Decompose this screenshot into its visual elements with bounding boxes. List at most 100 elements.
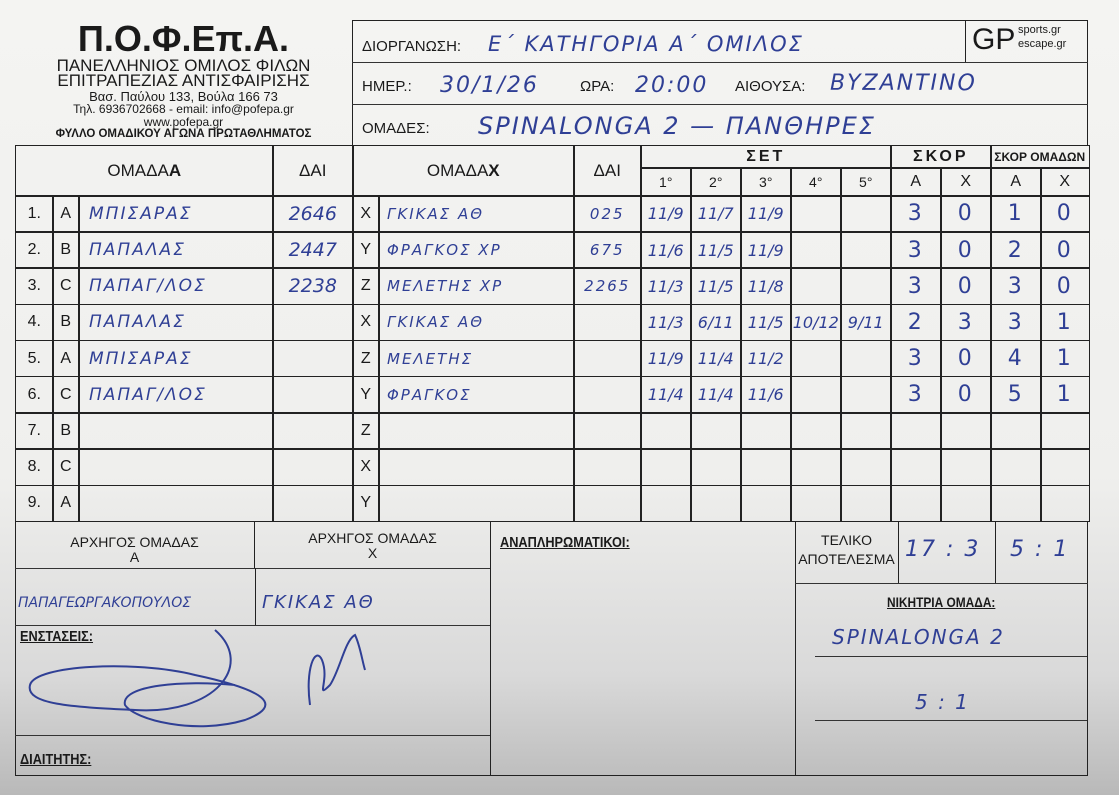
player-x-name [378, 412, 575, 450]
player-x-name: ΓΚΙΚΑΣ ΑΘ [378, 195, 575, 233]
team-score-x: 1 [1040, 339, 1090, 378]
set-score-4 [790, 231, 842, 269]
player-x-dai [573, 339, 642, 378]
player-x-name [378, 484, 575, 523]
player-a-name [78, 484, 274, 523]
set-score-1: 11/6 [640, 231, 692, 269]
set-score-3 [740, 412, 792, 450]
org-name-2: ΕΠΙΤΡΑΠΕΖΙΑΣ ΑΝΤΙΣΦΑΙΡΙΣΗΣ [57, 71, 310, 90]
player-a-letter: C [52, 376, 80, 414]
set-score-4 [790, 448, 842, 487]
match-score-a: 3 [890, 231, 942, 269]
team-score-a [990, 412, 1042, 450]
player-x-letter: X [352, 303, 380, 342]
set-score-2 [690, 412, 742, 450]
team-score-x: 0 [1040, 267, 1090, 306]
player-a-letter: A [52, 484, 80, 523]
player-x-name: ΓΚΙΚΑΣ ΑΘ [378, 303, 575, 342]
player-x-letter: Z [352, 412, 380, 450]
header-set-2: 2° [690, 167, 742, 197]
header-score-a: Α [890, 167, 942, 197]
set-score-4 [790, 339, 842, 378]
set-score-2: 11/4 [690, 339, 742, 378]
team-score-x [1040, 412, 1090, 450]
match-score-a: 3 [890, 339, 942, 378]
set-score-2: 11/5 [690, 267, 742, 306]
player-a-dai [272, 376, 354, 414]
player-x-letter: X [352, 448, 380, 487]
set-score-5 [840, 376, 892, 414]
org-contact: Τηλ. 6936702668 - email: info@pofepa.gr [73, 102, 294, 116]
player-a-letter: A [52, 195, 80, 233]
row-number: 6. [15, 376, 54, 414]
time-label: ΩΡΑ: [580, 78, 615, 95]
player-a-letter: B [52, 412, 80, 450]
player-x-letter: Z [352, 267, 380, 306]
player-x-dai [573, 448, 642, 487]
teams-label: ΟΜΑΔΕΣ: [362, 120, 430, 137]
team-score-a [990, 448, 1042, 487]
set-score-1 [640, 448, 692, 487]
set-score-1: 11/4 [640, 376, 692, 414]
row-number: 1. [15, 195, 54, 233]
player-x-dai [573, 376, 642, 414]
player-x-letter: Y [352, 231, 380, 269]
player-x-dai [573, 484, 642, 523]
set-score-1: 11/3 [640, 267, 692, 306]
match-score-a: 3 [890, 195, 942, 233]
header-dai-a: ΔΑΙ [272, 145, 354, 197]
header-team-x: ΟΜΑΔΑ Χ [352, 145, 575, 197]
player-a-dai [272, 448, 354, 487]
set-score-3: 11/2 [740, 339, 792, 378]
match-score-a [890, 448, 942, 487]
player-x-letter: Y [352, 376, 380, 414]
team-score-x [1040, 484, 1090, 523]
match-score-a: 3 [890, 376, 942, 414]
set-score-5 [840, 231, 892, 269]
row-number: 2. [15, 231, 54, 269]
match-score-x: 0 [940, 339, 992, 378]
set-score-5 [840, 195, 892, 233]
set-score-5: 9/11 [840, 303, 892, 342]
header-set-5: 5° [840, 167, 892, 197]
player-a-name: ΜΠΙΣΑΡΑΣ [78, 195, 274, 233]
set-score-2 [690, 448, 742, 487]
hall-label: ΑΙΘΟΥΣΑ: [735, 78, 806, 95]
player-a-name: ΠΑΠΑΛΑΣ [78, 231, 274, 269]
set-score-4 [790, 412, 842, 450]
winner-team: SPINALONGA 2 [832, 625, 1005, 649]
header-set-4: 4° [790, 167, 842, 197]
set-score-1: 11/3 [640, 303, 692, 342]
org-website: www.pofepa.gr [143, 115, 224, 129]
player-a-dai [272, 339, 354, 378]
set-score-2: 6/11 [690, 303, 742, 342]
match-score-a [890, 484, 942, 523]
row-number: 4. [15, 303, 54, 342]
row-number: 3. [15, 267, 54, 306]
header-team-score-x: Χ [1040, 167, 1090, 197]
player-a-letter: B [52, 231, 80, 269]
objections-label: ΕΝΣΤΑΣΕΙΣ: [20, 628, 94, 645]
team-score-x: 0 [1040, 231, 1090, 269]
set-score-5 [840, 412, 892, 450]
row-number: 8. [15, 448, 54, 487]
player-x-dai [573, 412, 642, 450]
match-score-a [890, 412, 942, 450]
match-score-a: 2 [890, 303, 942, 342]
form-title: ΦΥΛΛΟ ΟΜΑΔΙΚΟΥ ΑΓΩΝΑ ΠΡΩΤΑΘΛΗΜΑΤΟΣ [55, 128, 312, 140]
final-result-label: ΤΕΛΙΚΟ ΑΠΟΤΕΛΕΣΜΑ [798, 532, 895, 567]
captain-a-name: ΠΑΠΑΓΕΩΡΓΑΚΟΠΟΥΛΟΣ [18, 595, 192, 611]
team-score-x: 1 [1040, 376, 1090, 414]
date-value: 30/1/26 [440, 73, 539, 98]
sponsor-logo: GP sports.gr escape.gr [965, 20, 1088, 62]
set-score-1: 11/9 [640, 195, 692, 233]
set-score-3: 11/8 [740, 267, 792, 306]
set-score-1 [640, 412, 692, 450]
set-score-2: 11/7 [690, 195, 742, 233]
hall-value: ΒΥΖΑΝΤΙΝΟ [830, 71, 977, 96]
team-score-x: 0 [1040, 195, 1090, 233]
final-team-score: 5 : 1 [1010, 537, 1070, 562]
teams-value: SPINALONGA 2 — ΠΑΝΘΗΡΕΣ [478, 112, 876, 140]
header-dai-x: ΔΑΙ [573, 145, 642, 197]
player-a-dai: 2447 [272, 231, 354, 269]
